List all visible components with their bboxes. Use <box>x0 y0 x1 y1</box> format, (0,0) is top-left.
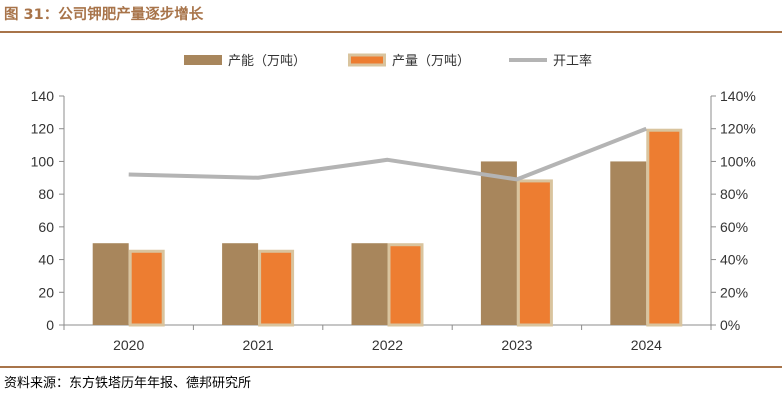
line-series <box>128 126 648 182</box>
bar-output <box>258 249 295 327</box>
y-left-tick-label: 100 <box>31 153 55 169</box>
y-right-tick-label: 120% <box>720 121 756 137</box>
y-right-tick-label: 40% <box>720 252 748 268</box>
y-right-tick-label: 100% <box>720 153 756 169</box>
x-tick-label: 2020 <box>113 337 144 353</box>
y-left-tick-label: 60 <box>38 219 54 235</box>
bar-capacity <box>92 243 129 325</box>
figure-title: 图 31：公司钾肥产量逐步增长 <box>4 7 204 23</box>
title-divider <box>0 31 782 33</box>
chart: 产能（万吨） 产量（万吨） 开工率 0 20 40 60 80 100 120 140 0% 20% 4… <box>31 53 756 353</box>
x-tick-label: 2022 <box>372 337 403 353</box>
legend-swatch-output <box>348 53 386 67</box>
y-left-tick-label: 20 <box>38 284 54 300</box>
y-left-tick-label: 40 <box>38 252 54 268</box>
y-right-tick-label: 20% <box>720 284 748 300</box>
bar-output <box>646 128 683 327</box>
x-tick-label: 2021 <box>243 337 274 353</box>
source-note: 资料来源：东方铁塔历年年报、德邦研究所 <box>4 376 252 391</box>
bar-output <box>516 179 553 327</box>
bar-output <box>387 243 424 327</box>
y-right-tick-label: 60% <box>720 219 748 235</box>
bar-capacity <box>480 161 517 325</box>
x-tick-label: 2023 <box>501 337 532 353</box>
line-utilization <box>128 126 648 182</box>
bar-output <box>128 249 165 327</box>
y-left-tick-label: 120 <box>31 121 55 137</box>
legend-swatch-capacity <box>184 55 222 65</box>
x-tick-label: 2024 <box>631 337 662 353</box>
legend-label: 开工率 <box>553 53 592 69</box>
bar-capacity <box>351 243 388 325</box>
legend-label: 产量（万吨） <box>392 54 470 69</box>
axes: 0 20 40 60 80 100 120 140 0% 20% 40% 60% 80% 100% 120%… <box>31 88 756 353</box>
bar-capacity <box>610 161 647 325</box>
y-left-tick-label: 140 <box>31 88 55 104</box>
y-left-tick-label: 0 <box>46 317 54 333</box>
y-left-tick-label: 80 <box>38 186 54 202</box>
source-divider <box>0 366 782 368</box>
bar-capacity <box>222 243 259 325</box>
y-right-tick-label: 140% <box>720 88 756 104</box>
legend-label: 产能（万吨） <box>228 54 306 69</box>
bars <box>92 128 683 327</box>
y-right-tick-label: 80% <box>720 186 748 202</box>
y-right-tick-label: 0% <box>720 317 740 333</box>
legend: 产能（万吨） 产量（万吨） 开工率 <box>184 53 592 69</box>
